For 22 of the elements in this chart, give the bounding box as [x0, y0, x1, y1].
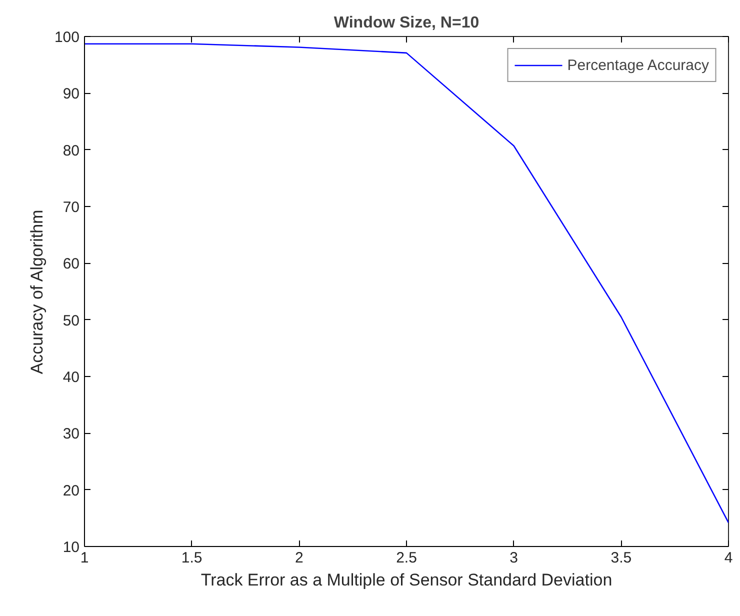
- y-tick-label: 40: [62, 369, 80, 386]
- x-tick-label: 2.5: [396, 550, 417, 566]
- y-axis-title: Accuracy of Algorithm: [27, 210, 46, 374]
- x-axis-title: Track Error as a Multiple of Sensor Standard Deviation: [200, 570, 612, 590]
- y-tick-label: 10: [62, 539, 80, 556]
- y-tick-label: 100: [54, 29, 80, 46]
- y-tick-label: 50: [62, 312, 80, 330]
- y-tick-label: 60: [62, 256, 80, 273]
- y-tick-label: 20: [62, 482, 80, 500]
- y-tick-label: 90: [62, 86, 80, 103]
- line-series: [84, 43, 728, 524]
- x-tick-label: 3: [510, 550, 518, 566]
- x-tick-label: 2: [294, 550, 304, 566]
- x-tick-label: 3.5: [610, 550, 632, 566]
- chart-title: Window Size, N=10: [334, 14, 480, 32]
- x-tick-label: 4: [724, 550, 733, 566]
- y-tick-label: 80: [62, 142, 80, 160]
- x-tick-label: 1: [80, 550, 89, 566]
- y-tick-label: 70: [62, 199, 80, 216]
- y-tick-label: 30: [62, 426, 80, 443]
- legend-label: Percentage Accuracy: [567, 56, 709, 74]
- x-tick-label: 1.5: [181, 550, 202, 566]
